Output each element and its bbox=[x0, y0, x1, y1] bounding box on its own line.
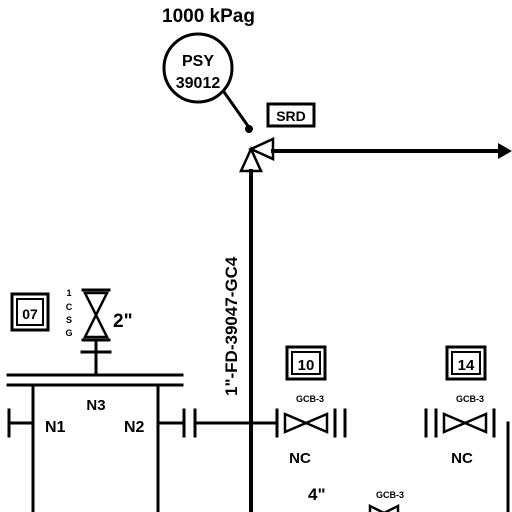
spec-box-label: 07 bbox=[22, 306, 38, 322]
spec-stack-1: 1 bbox=[66, 288, 71, 298]
gate-valve-10[interactable] bbox=[275, 408, 347, 438]
valve-size-label: 2" bbox=[113, 311, 133, 332]
bottom-valve-right bbox=[383, 503, 400, 512]
line-number-label: 1"-FD-39047-GC4 bbox=[222, 256, 241, 396]
bottom-valve-spec: GCB-3 bbox=[376, 490, 404, 500]
valve-14-tag: 14 bbox=[458, 357, 475, 374]
valve-10-status: NC bbox=[289, 450, 311, 467]
nozzle-n3-label: N3 bbox=[86, 397, 105, 414]
bottom-size-label: 4" bbox=[308, 485, 326, 504]
nozzle-n1-label: N1 bbox=[45, 419, 66, 436]
valve-10-tag: 10 bbox=[298, 357, 315, 374]
discharge-arrow-icon bbox=[498, 143, 512, 159]
bottom-valve-left bbox=[368, 503, 385, 512]
valve-14-spec: GCB-3 bbox=[456, 394, 484, 404]
valve-10-tag-box: 10 bbox=[285, 345, 327, 381]
spec-stack-4: G bbox=[65, 328, 72, 338]
pressure-safety-instrument[interactable]: PSY 39012 bbox=[162, 32, 234, 104]
instrument-signal-line bbox=[221, 89, 251, 129]
gate-valve-14[interactable] bbox=[424, 408, 496, 438]
vent-gate-valve[interactable] bbox=[81, 288, 111, 342]
vessel bbox=[6, 373, 184, 512]
valve-14-status: NC bbox=[451, 450, 473, 467]
instrument-tag-number: 39012 bbox=[176, 75, 221, 92]
srd-label: SRD bbox=[276, 108, 306, 124]
instrument-tag-letters: PSY bbox=[182, 53, 214, 70]
valve-10-spec: GCB-3 bbox=[296, 394, 324, 404]
set-pressure-label: 1000 kPag bbox=[162, 6, 255, 27]
spec-stack-2: C bbox=[66, 302, 73, 312]
actuator-dot bbox=[245, 125, 253, 133]
nozzle-n2-label: N2 bbox=[124, 419, 145, 436]
spec-stack-3: S bbox=[66, 315, 72, 325]
safety-relief-valve[interactable] bbox=[239, 137, 275, 173]
spec-box: 07 bbox=[10, 292, 50, 332]
valve-14-tag-box: 14 bbox=[445, 345, 487, 381]
srd-box: SRD bbox=[266, 102, 316, 128]
